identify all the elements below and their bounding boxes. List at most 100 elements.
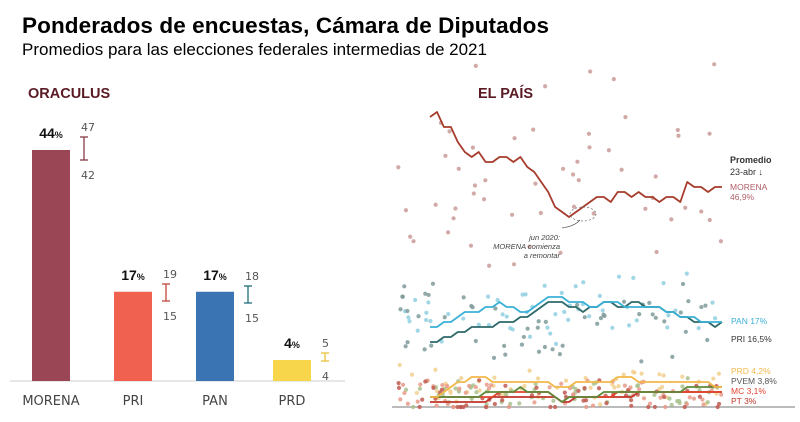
poll-dot — [397, 362, 402, 368]
poll-dot — [665, 325, 670, 330]
poll-dot — [457, 386, 462, 391]
poll-dot — [485, 294, 491, 299]
poll-dot — [684, 401, 690, 407]
category-label: PRI — [123, 394, 144, 409]
avg-line-prd — [430, 376, 722, 398]
poll-dot — [398, 397, 403, 402]
poll-dot — [619, 167, 624, 172]
poll-dot — [510, 327, 515, 332]
poll-dot — [474, 390, 479, 395]
poll-dot — [519, 342, 525, 347]
poll-dot — [657, 372, 662, 377]
poll-dot — [691, 396, 697, 401]
poll-dot — [707, 217, 712, 223]
poll-dot — [581, 280, 586, 285]
poll-dot — [535, 376, 541, 381]
date-label: 23-abr ↓ — [730, 167, 763, 177]
poll-dot — [653, 174, 658, 179]
poll-dot — [661, 281, 666, 286]
poll-dot — [533, 181, 538, 186]
poll-dot — [575, 159, 580, 164]
poll-dot — [710, 300, 715, 305]
poll-dot — [553, 312, 558, 317]
poll-dot — [652, 392, 657, 398]
annotation-line-2: MORENA comienza — [493, 242, 560, 251]
poll-dot — [543, 84, 548, 89]
poll-dot — [662, 394, 667, 400]
poll-dot — [610, 325, 615, 330]
poll-dot — [486, 386, 492, 391]
poll-dot — [426, 300, 431, 305]
poll-dot — [504, 314, 509, 319]
poll-dot — [581, 398, 586, 403]
poll-dot — [506, 404, 512, 410]
poll-dot — [557, 352, 563, 357]
poll-dot — [495, 297, 500, 303]
poll-dot — [684, 271, 689, 276]
poll-dot — [434, 389, 440, 394]
poll-dot — [493, 306, 498, 311]
range-low-label: 4 — [322, 370, 329, 383]
poll-dots-morena — [396, 62, 724, 268]
poll-dot — [673, 308, 678, 313]
poll-dot — [470, 145, 476, 150]
poll-dot — [571, 204, 577, 209]
range-low-label: 42 — [81, 169, 95, 182]
poll-dot — [407, 319, 412, 324]
bar-value-label: 17% — [203, 267, 227, 283]
poll-dot — [538, 210, 543, 216]
poll-dot — [597, 293, 602, 299]
poll-dot — [406, 315, 411, 320]
poll-dot — [411, 239, 416, 244]
poll-dot — [461, 316, 466, 321]
poll-dot — [459, 376, 464, 381]
bar-value-label: 4% — [284, 335, 300, 351]
poll-dot — [468, 243, 474, 248]
range-high-label: 5 — [322, 337, 329, 350]
poll-dot — [484, 382, 489, 387]
poll-dot — [686, 299, 691, 304]
poll-dot — [680, 374, 685, 379]
poll-dot — [450, 404, 456, 410]
poll-dot — [415, 399, 420, 404]
poll-dot — [517, 401, 522, 406]
range-high-label: 47 — [81, 121, 95, 134]
poll-dot — [433, 202, 438, 207]
poll-dot — [598, 402, 603, 407]
poll-dot — [590, 403, 596, 408]
poll-dot — [447, 129, 452, 134]
poll-dot — [563, 378, 569, 383]
poll-dot — [414, 390, 419, 395]
poll-dot — [512, 136, 517, 141]
poll-dot — [440, 382, 445, 388]
poll-dot — [641, 396, 647, 401]
bar-value-label: 44% — [39, 125, 63, 141]
annotation-line-3: a remontar — [524, 251, 561, 260]
poll-dot — [587, 314, 592, 319]
series-label-pt: PT 3% — [731, 396, 757, 406]
range-high-label: 19 — [163, 268, 177, 281]
poll-dot — [669, 217, 674, 222]
poll-dot — [639, 371, 644, 376]
avg-line-pvem — [430, 386, 722, 403]
poll-dot — [571, 392, 576, 397]
poll-dot — [520, 292, 525, 297]
poll-dot — [591, 211, 596, 216]
poll-dot — [492, 375, 497, 380]
poll-dot — [558, 250, 563, 255]
poll-dots-mc — [398, 378, 724, 410]
poll-dot — [685, 376, 690, 381]
annotation-arrow — [561, 219, 581, 229]
poll-dot — [451, 216, 456, 221]
poll-dot — [629, 403, 634, 408]
oraculus-title: ORACULUS — [28, 86, 111, 102]
series-label-morena: MORENA — [730, 182, 768, 192]
poll-dot — [446, 311, 451, 317]
poll-dot — [683, 329, 688, 334]
poll-dot — [415, 328, 420, 333]
category-label: PRD — [279, 394, 306, 409]
annotation-line-1: jun 2020: — [528, 233, 560, 242]
poll-dot — [504, 392, 509, 397]
poll-dot — [458, 404, 463, 410]
